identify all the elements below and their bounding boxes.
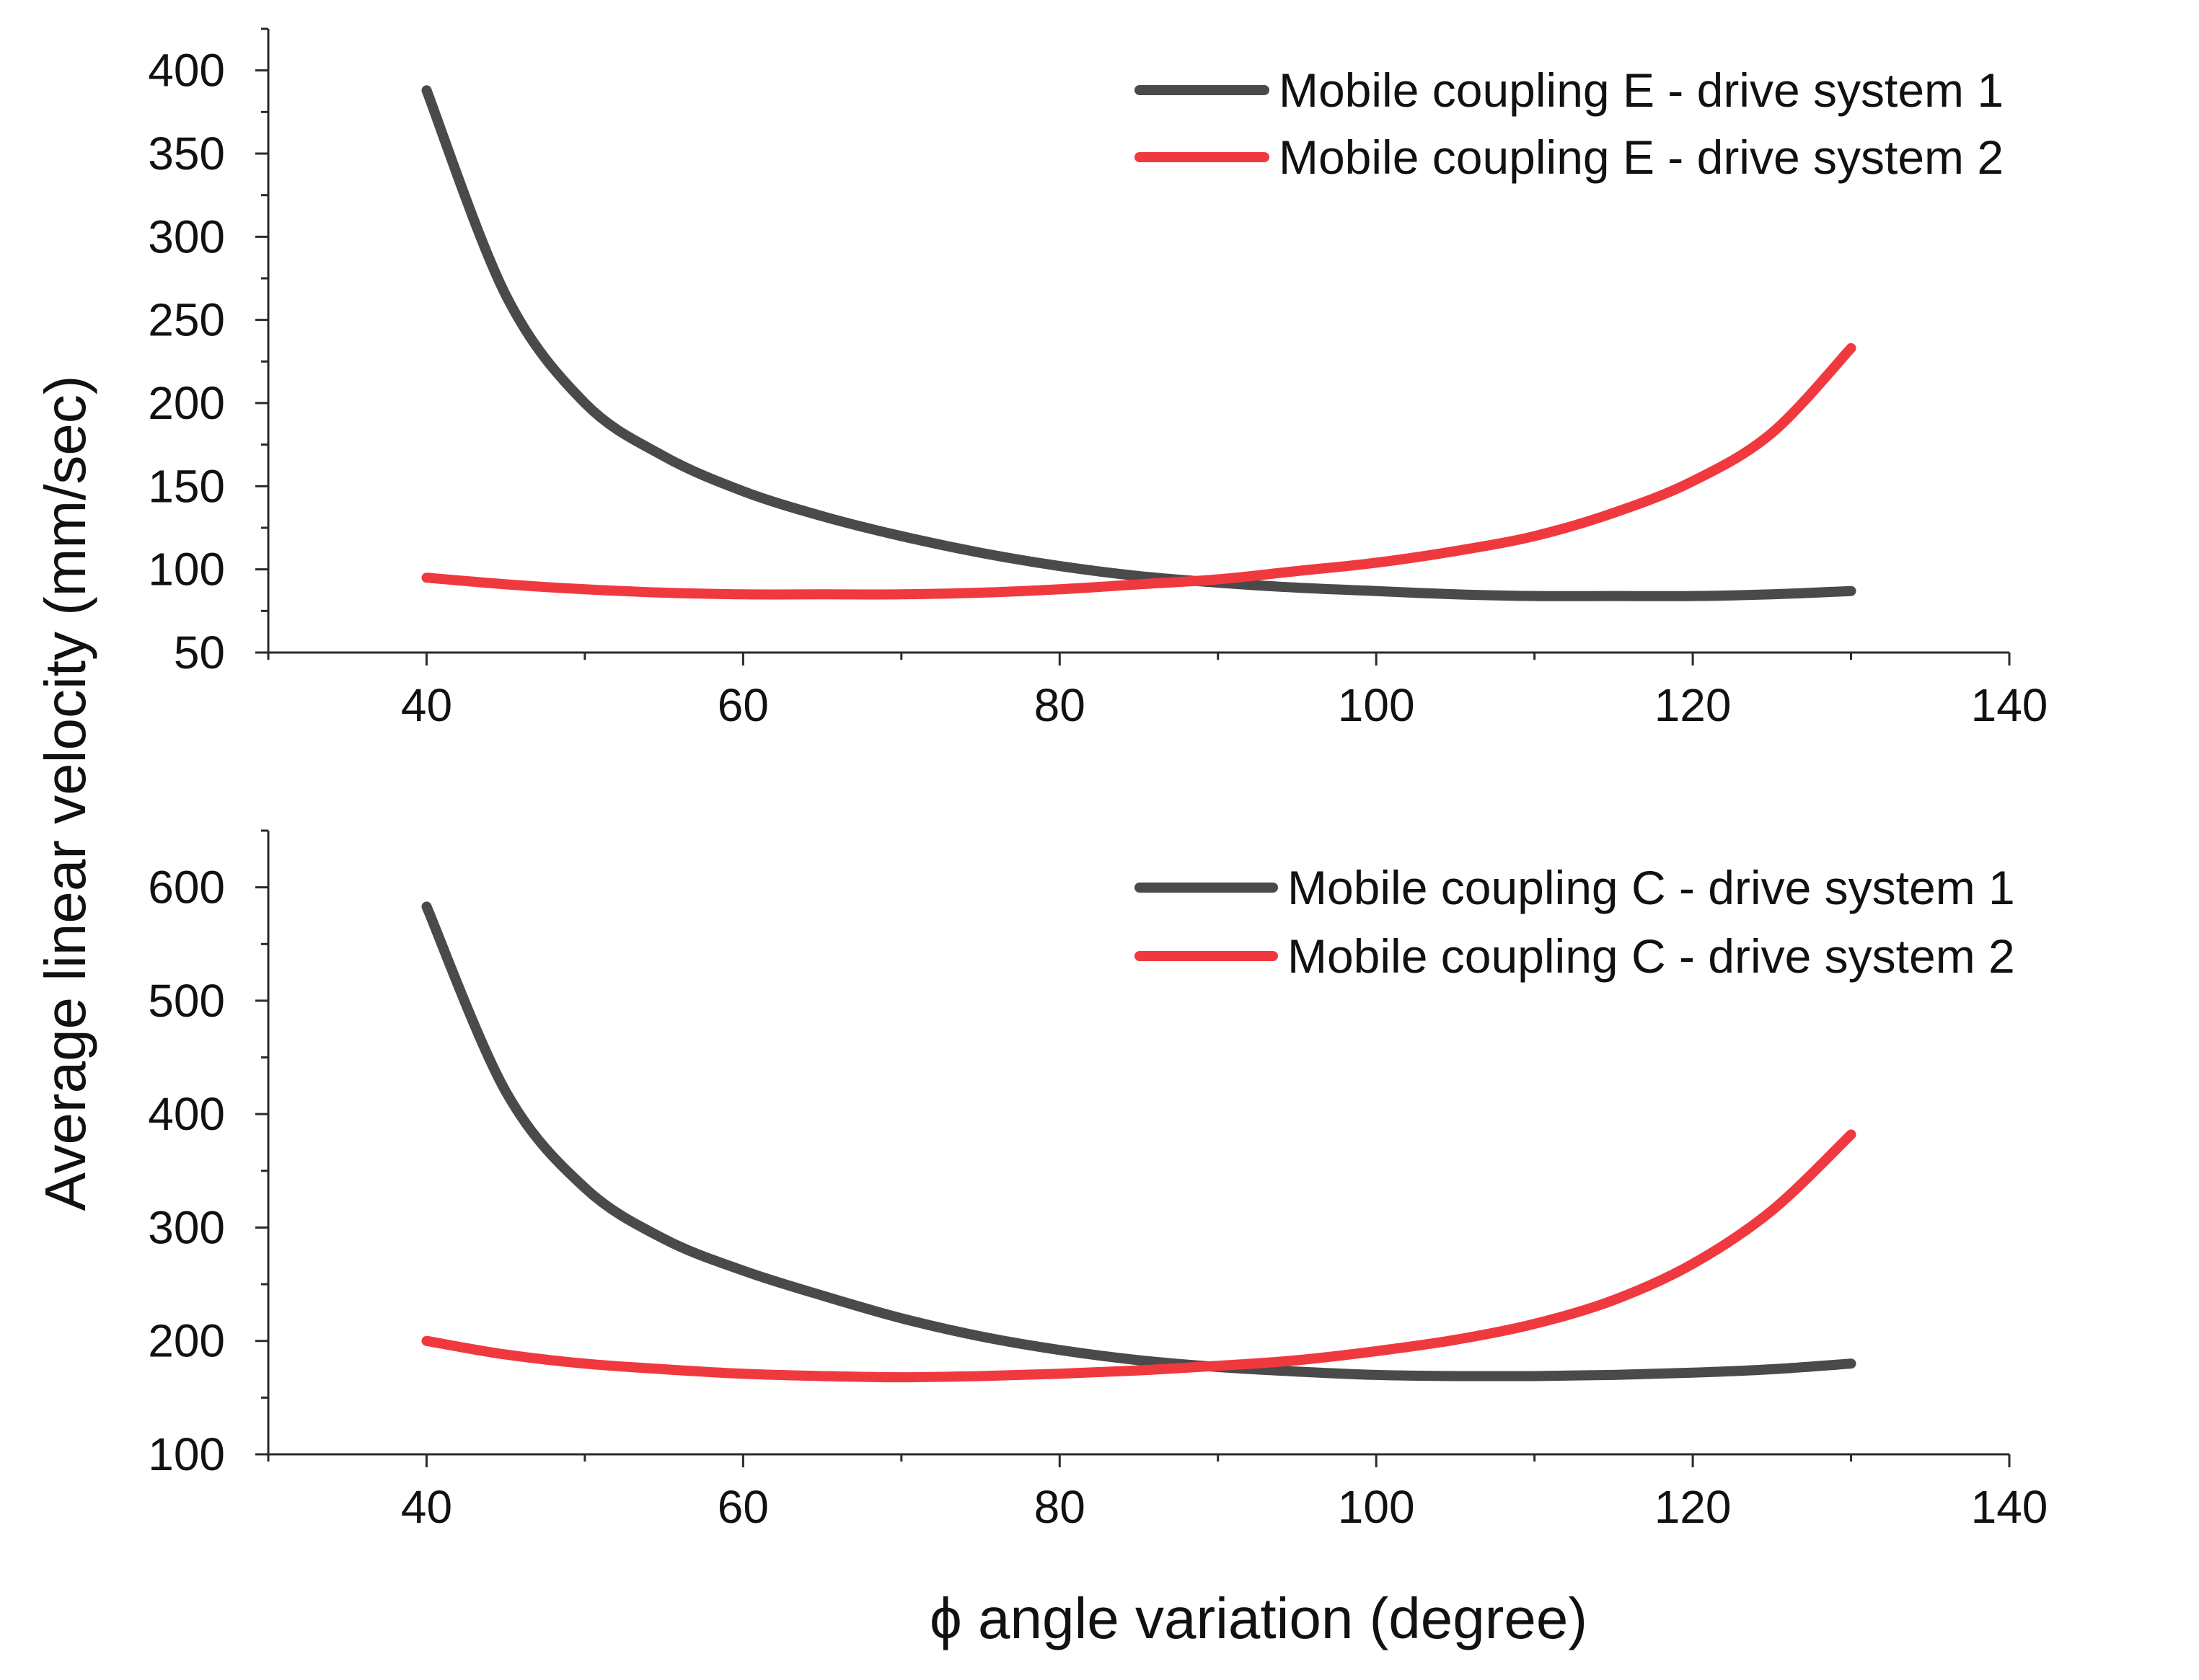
legend-label: Mobile coupling C - drive system 2 — [1287, 929, 2015, 983]
x-tick-label: 100 — [1338, 679, 1415, 731]
x-tick-label: 60 — [718, 1481, 769, 1533]
y-tick-label: 400 — [148, 45, 225, 97]
x-tick-label: 140 — [1971, 679, 2048, 731]
y-tick-label: 50 — [174, 627, 225, 678]
x-tick-label: 40 — [401, 1481, 452, 1533]
y-axis-title: Average linear velocity (mm/sec) — [33, 376, 97, 1211]
y-tick-label: 500 — [148, 975, 225, 1027]
x-tick-label: 60 — [718, 679, 769, 731]
x-tick-label: 100 — [1338, 1481, 1415, 1533]
y-tick-label: 100 — [148, 544, 225, 596]
y-tick-label: 300 — [148, 211, 225, 262]
series-line-1 — [421, 85, 1856, 601]
legend-label: Mobile coupling E - drive system 2 — [1279, 131, 2004, 184]
y-tick-label: 300 — [148, 1201, 225, 1253]
y-tick-label: 200 — [148, 377, 225, 429]
y-tick-label: 600 — [148, 862, 225, 914]
legend-label: Mobile coupling C - drive system 1 — [1287, 861, 2015, 914]
series-line-1 — [421, 901, 1856, 1381]
y-tick-label: 150 — [148, 460, 225, 512]
top-panel: 50 100 150 200 250 300 350 400 40 60 80 100 120 140 Mo… — [148, 27, 2048, 731]
y-tick-label: 200 — [148, 1315, 225, 1367]
series-line-2 — [421, 1129, 1856, 1383]
y-tick-label: 350 — [148, 128, 225, 180]
series-line-2 — [421, 342, 1856, 600]
y-tick-label: 250 — [148, 294, 225, 346]
y-tick-label: 100 — [148, 1428, 225, 1480]
legend-label: Mobile coupling E - drive system 1 — [1279, 63, 2004, 117]
x-tick-label: 80 — [1034, 1481, 1085, 1533]
x-tick-label: 140 — [1971, 1481, 2048, 1533]
y-tick-label: 400 — [148, 1088, 225, 1140]
x-axis-title: ϕ angle variation (degree) — [930, 1586, 1587, 1650]
bottom-panel: 100 200 300 400 500 600 40 60 80 100 120 140 Mobile … — [148, 829, 2048, 1533]
x-tick-label: 80 — [1034, 679, 1085, 731]
x-tick-label: 120 — [1654, 1481, 1732, 1533]
x-tick-label: 120 — [1654, 679, 1732, 731]
x-tick-label: 40 — [401, 679, 452, 731]
